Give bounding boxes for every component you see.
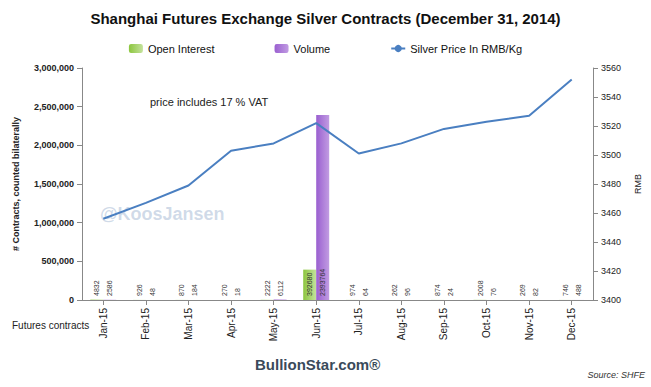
svg-text:24: 24 <box>447 288 454 296</box>
svg-text:926: 926 <box>136 284 143 296</box>
svg-text:3460: 3460 <box>601 208 621 218</box>
svg-text:746: 746 <box>562 284 569 296</box>
svg-text:0: 0 <box>69 295 74 305</box>
svg-text:2586: 2586 <box>106 280 113 296</box>
svg-text:3480: 3480 <box>601 179 621 189</box>
svg-text:270: 270 <box>221 284 228 296</box>
svg-text:3500: 3500 <box>601 150 621 160</box>
svg-text:82: 82 <box>532 288 539 296</box>
svg-text:Shanghai Futures Exchange Silv: Shanghai Futures Exchange Silver Contrac… <box>90 10 560 27</box>
svg-text:874: 874 <box>434 284 441 296</box>
svg-text:Jan-15: Jan-15 <box>98 308 109 339</box>
svg-text:Silver Price In RMB/Kg: Silver Price In RMB/Kg <box>410 43 522 55</box>
svg-text:3,000,000: 3,000,000 <box>34 63 74 73</box>
svg-text:Futures contracts: Futures contracts <box>12 320 89 331</box>
svg-text:488: 488 <box>575 284 582 296</box>
svg-text:6112: 6112 <box>277 281 284 296</box>
svg-text:Open Interest: Open Interest <box>148 43 215 55</box>
svg-text:Mar-15: Mar-15 <box>183 308 194 340</box>
svg-text:48: 48 <box>149 288 156 296</box>
svg-text:RMB: RMB <box>633 174 643 194</box>
svg-text:2008: 2008 <box>477 280 484 296</box>
svg-text:3560: 3560 <box>601 63 621 73</box>
svg-text:Volume: Volume <box>294 43 331 55</box>
svg-text:974: 974 <box>349 284 356 296</box>
svg-text:1,000,000: 1,000,000 <box>34 218 74 228</box>
svg-text:3420: 3420 <box>601 266 621 276</box>
svg-text:@KoosJansen: @KoosJansen <box>100 204 225 224</box>
svg-text:May-15: May-15 <box>268 308 279 342</box>
svg-text:392680: 392680 <box>306 273 313 296</box>
svg-text:2,000,000: 2,000,000 <box>34 140 74 150</box>
svg-text:# Contracts, counted bilateral: # Contracts, counted bilaterally <box>11 117 21 251</box>
svg-text:500,000: 500,000 <box>41 256 74 266</box>
svg-text:Jul-15: Jul-15 <box>353 308 364 336</box>
svg-text:Apr-15: Apr-15 <box>226 308 237 338</box>
svg-text:3540: 3540 <box>601 92 621 102</box>
svg-text:2222: 2222 <box>264 280 271 296</box>
svg-text:870: 870 <box>178 284 185 296</box>
svg-text:Aug-15: Aug-15 <box>396 308 407 341</box>
svg-text:96: 96 <box>404 288 411 296</box>
svg-text:Dec-15: Dec-15 <box>566 308 577 341</box>
svg-text:Oct-15: Oct-15 <box>481 308 492 338</box>
svg-text:3400: 3400 <box>601 295 621 305</box>
svg-text:Nov-15: Nov-15 <box>524 308 535 341</box>
svg-text:price includes 17 % VAT: price includes 17 % VAT <box>150 96 268 108</box>
svg-text:Sep-15: Sep-15 <box>438 308 449 341</box>
svg-text:18: 18 <box>234 288 241 296</box>
svg-text:BullionStar.com®: BullionStar.com® <box>255 356 380 373</box>
svg-text:1,500,000: 1,500,000 <box>34 179 74 189</box>
svg-text:Source: SHFE: Source: SHFE <box>587 370 646 380</box>
svg-text:2,500,000: 2,500,000 <box>34 102 74 112</box>
svg-text:Jun-15: Jun-15 <box>311 308 322 339</box>
svg-text:4832: 4832 <box>93 280 100 296</box>
svg-text:2393764: 2393764 <box>319 269 326 296</box>
svg-text:262: 262 <box>391 284 398 296</box>
svg-text:269: 269 <box>519 284 526 296</box>
svg-text:184: 184 <box>191 284 198 296</box>
svg-text:3520: 3520 <box>601 121 621 131</box>
svg-text:64: 64 <box>362 288 369 296</box>
svg-text:3440: 3440 <box>601 237 621 247</box>
svg-text:76: 76 <box>490 288 497 296</box>
svg-text:Feb-15: Feb-15 <box>140 308 151 340</box>
